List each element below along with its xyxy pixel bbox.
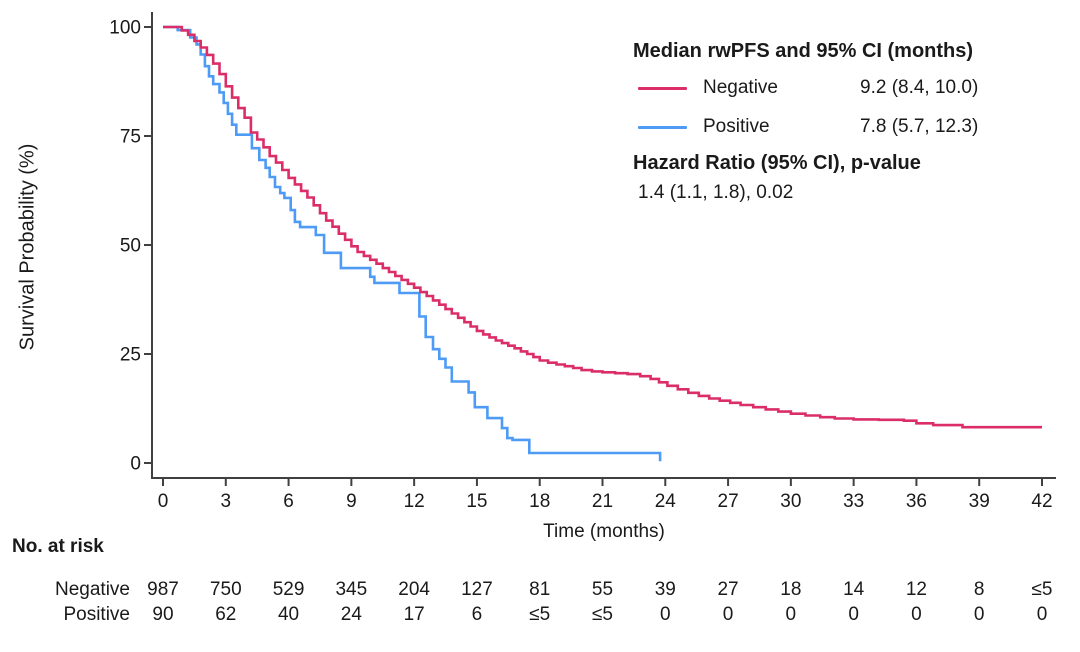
curve-positive [163, 25, 662, 462]
x-tick-label: 30 [780, 491, 801, 512]
risk-count-negative-m27: 27 [717, 579, 739, 600]
x-tick-label: 0 [158, 491, 169, 512]
risk-count-negative-m15: 127 [461, 579, 493, 600]
y-tick-label: 75 [120, 127, 141, 148]
x-tick-label: 21 [592, 491, 613, 512]
risk-count-positive-m21: ≤5 [592, 604, 613, 625]
y-tick-label: 25 [120, 345, 141, 366]
hazard-ratio-value: 1.4 (1.1, 1.8), 0.02 [638, 182, 794, 203]
risk-row-label-positive: Positive [63, 604, 130, 625]
x-tick-label: 36 [906, 491, 927, 512]
risk-count-negative-m0: 987 [147, 579, 179, 600]
legend-label-negative: Negative [703, 77, 778, 98]
positive-key-line-icon [638, 125, 687, 129]
y-tick-label: 0 [130, 454, 141, 475]
risk-count-positive-m18: ≤5 [529, 604, 551, 625]
x-tick-label: 9 [346, 491, 357, 512]
legend-label-positive: Positive [703, 116, 770, 137]
risk-count-negative-m33: 14 [843, 579, 865, 600]
risk-count-positive-m12: 17 [403, 604, 425, 625]
x-tick-label: 24 [655, 491, 677, 512]
x-axis-title: Time (months) [543, 521, 665, 542]
legend-title: Median rwPFS and 95% CI (months) [633, 40, 974, 62]
legend-median-positive: 7.8 (5.7, 12.3) [860, 116, 979, 137]
risk-count-positive-m33: 0 [848, 604, 859, 625]
x-tick-label: 12 [404, 491, 425, 512]
x-tick-label: 33 [843, 491, 864, 512]
risk-count-negative-m21: 55 [591, 579, 614, 600]
legend-row-positive: Positive 7.8 (5.7, 12.3) [633, 115, 978, 139]
risk-count-negative-m39: 8 [973, 579, 985, 600]
x-tick-label: 39 [969, 491, 990, 512]
risk-count-negative-m30: 18 [780, 579, 802, 600]
risk-count-negative-m24: 39 [654, 579, 676, 600]
y-tick-label: 50 [120, 236, 141, 257]
risk-count-positive-m30: 0 [785, 604, 797, 625]
risk-count-negative-m3: 750 [209, 579, 242, 600]
risk-count-positive-m0: 90 [152, 604, 174, 625]
risk-count-positive-m9: 24 [340, 604, 362, 625]
x-tick-label: 27 [718, 491, 739, 512]
risk-count-negative-m36: 12 [905, 579, 927, 600]
risk-count-positive-m27: 0 [722, 604, 734, 625]
x-tick-label: 15 [466, 491, 487, 512]
legend-row-negative: Negative 9.2 (8.4, 10.0) [633, 76, 978, 100]
y-tick-label: 100 [109, 18, 141, 39]
legend: Median rwPFS and 95% CI (months) Negativ… [633, 40, 1073, 220]
x-tick-label: 42 [1031, 491, 1052, 512]
risk-count-positive-m6: 40 [277, 604, 300, 625]
x-tick-label: 6 [283, 491, 294, 512]
risk-count-negative-m9: 345 [335, 579, 368, 600]
legend-median-negative: 9.2 (8.4, 10.0) [860, 77, 979, 98]
curve-negative [163, 25, 1042, 429]
axis-spine [151, 12, 1056, 479]
hazard-ratio-title: Hazard Ratio (95% CI), p-value [633, 152, 921, 174]
risk-count-negative-m18: 81 [529, 579, 551, 600]
risk-count-positive-m15: 6 [471, 604, 483, 625]
risk-table-title: No. at risk [12, 536, 104, 557]
risk-count-positive-m39: 0 [973, 604, 985, 625]
x-tick-label: 18 [529, 491, 550, 512]
risk-count-positive-m24: 0 [659, 604, 671, 625]
x-tick-label: 3 [220, 491, 231, 512]
risk-count-negative-m42: ≤5 [1031, 579, 1053, 600]
risk-count-positive-m3: 62 [215, 604, 237, 625]
risk-count-positive-m42: 0 [1036, 604, 1048, 625]
risk-row-label-negative: Negative [55, 579, 130, 600]
risk-count-positive-m36: 0 [911, 604, 922, 625]
negative-key-line-icon [638, 86, 687, 90]
risk-count-negative-m12: 204 [398, 579, 430, 600]
risk-count-negative-m6: 529 [272, 579, 305, 600]
